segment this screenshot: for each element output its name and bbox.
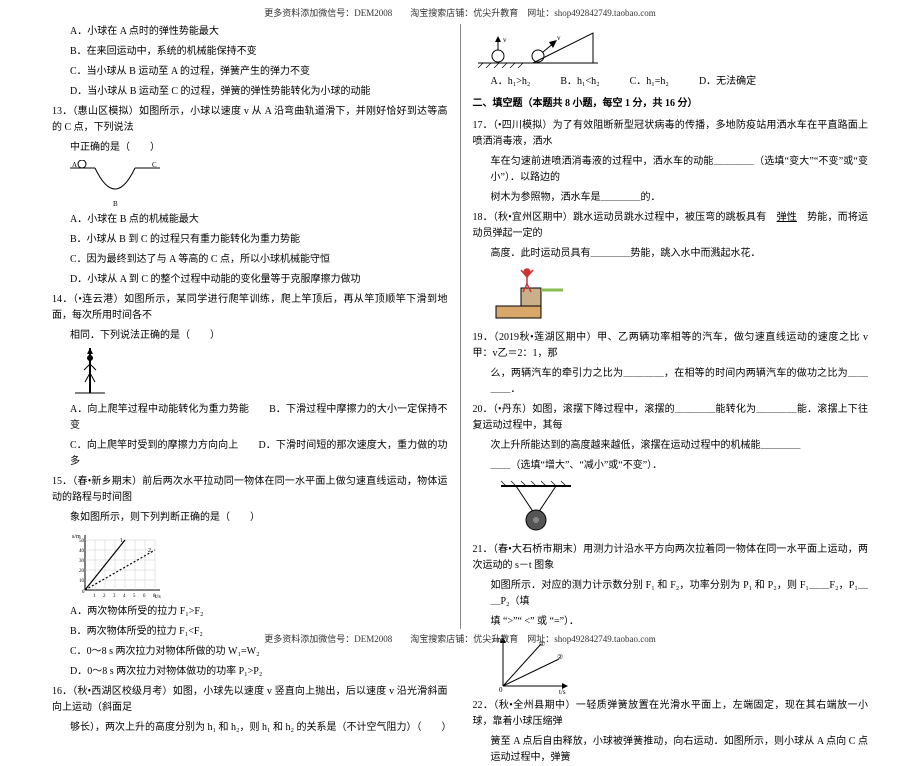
q20-line3: ＿＿（选填“增大”、“减小”或“不变”）．: [473, 458, 869, 474]
q20-line2: 次上升所能达到的高度越来越低，滚摆在运动过程中的机械能＿＿＿＿: [473, 438, 869, 454]
q16-stem: 16．（秋•西湖区校级月考）如图，小球先以速度 v 竖直向上抛出，后以速度 v …: [52, 684, 448, 716]
svg-text:0: 0: [82, 590, 85, 595]
q13-option-c: C．因为最终到达了与 A 等高的 C 点，所以小球机械能守恒: [52, 252, 448, 268]
svg-text:30: 30: [79, 559, 85, 564]
q20-figure: [491, 478, 869, 538]
q19-line1: 19．（2019秋•莲湖区期中）甲、乙两辆功率相等的汽车，做匀速直线运动的速度之…: [473, 330, 869, 362]
q15-option-c: C．0～8 s 两次拉力对物体所做的功 W₁=W₂: [52, 644, 448, 660]
q15-option-a: A．两次物体所受的拉力 F₁>F₂: [52, 604, 448, 620]
q15-figure: s/m t/s 1 2 0 123 456: [70, 530, 448, 600]
q13-stem: 13．（惠山区模拟）如图所示，小球以速度 v 从 A 沿弯曲轨道滑下，并刚好恰好…: [52, 104, 448, 136]
svg-text:2: 2: [148, 548, 151, 554]
q15-stem: 15．（春•新乡期末）前后两次水平拉动同一物体在同一水平面上做匀速直线运动，物体…: [52, 474, 448, 506]
q16-opt-b: B．h₁<h₂: [560, 74, 599, 90]
q12-option-b: B．在来回运动中，系统的机械能保持不变: [52, 44, 448, 60]
svg-text:v: v: [503, 36, 507, 44]
svg-text:②: ②: [557, 653, 563, 661]
svg-text:20: 20: [79, 569, 85, 574]
page-footer: 更多资料添加微信号：DEM2008 淘宝搜索店铺：优尖升教育 网址：shop49…: [0, 632, 920, 645]
svg-text:40: 40: [79, 549, 85, 554]
svg-text:B: B: [113, 200, 118, 208]
q16-options: A．h₁>h₂ B．h₁<h₂ C．h₁=h₂ D．无法确定: [473, 74, 869, 90]
q16-figure: v v: [473, 28, 869, 70]
q22-line2: 簧至 A 点后自由释放，小球被弹簧推动，向右运动．如图所示，则小球从 A 点向 …: [473, 734, 869, 766]
q16-tail: 够长），两次上升的高度分别为 h₁ 和 h₂，则 h₁ 和 h₂ 的关系是（不计…: [52, 720, 448, 736]
svg-text:0: 0: [499, 686, 503, 694]
q15-tail: 象如图所示，则下列判断正确的是（ ）: [52, 510, 448, 526]
q16-opt-d: D．无法确定: [699, 74, 756, 90]
q18-answer-elastic: 弹性: [777, 212, 797, 223]
svg-text:C: C: [152, 161, 157, 169]
q18-line2: 高度．此时运动员具有＿＿＿＿势能，跳入水中而溅起水花．: [473, 246, 869, 262]
q22-line1: 22．（秋•全州县期中）一轻质弹簧放置在光滑水平面上，左端固定，现在其右端放一小…: [473, 698, 869, 730]
q14-options-ab: A．向上爬竿过程中动能转化为重力势能 B．下滑过程中摩擦力的大小一定保持不变: [52, 402, 448, 434]
svg-text:A: A: [72, 161, 77, 169]
q17-line1: 17．（•四川模拟）为了有效阻断新型冠状病毒的传播，多地防疫站用洒水车在平直路面…: [473, 118, 869, 150]
q21-line3: 填 “>”“ <” 或 “=”）．: [473, 614, 869, 630]
q14-tail: 相同．下列说法正确的是（ ）: [52, 328, 448, 344]
svg-text:3: 3: [113, 594, 116, 599]
q13-option-d: D．小球从 A 到 C 的整个过程中动能的变化量等于克服摩擦力做功: [52, 272, 448, 288]
svg-text:1: 1: [120, 538, 123, 544]
svg-text:t/s: t/s: [155, 594, 161, 600]
q18-figure: [491, 266, 869, 326]
svg-text:50: 50: [79, 539, 85, 544]
q12-option-c: C．当小球从 B 运动至 A 的过程，弹簧产生的弹力不变: [52, 64, 448, 80]
q21-line2: 如图所示．对应的测力计示数分别 F₁ 和 F₂，功率分别为 P₁ 和 P₂，则 …: [473, 578, 869, 610]
q17-line3: 树木为参照物，洒水车是＿＿＿＿的．: [473, 190, 869, 206]
q13-option-a: A．小球在 B 点的机械能最大: [52, 212, 448, 228]
q14-options-cd: C．向上爬竿时受到的摩擦力方向向上 D．下滑时间短的那次速度大，重力做的功多: [52, 438, 448, 470]
q13-option-b: B．小球从 B 到 C 的过程只有重力能转化为重力势能: [52, 232, 448, 248]
q18-line1: 18．（秋•宜州区期中）跳水运动员跳水过程中，被压弯的跳板具有 弹性 势能，而将…: [473, 210, 869, 242]
q17-line2: 车在匀速前进喷洒消毒液的过程中，洒水车的动能＿＿＿＿（选填“变大”“不变”或“变…: [473, 154, 869, 186]
q13-figure: A B C: [70, 160, 448, 208]
q21-line1: 21．（春•大石桥市期末）用测力计沿水平方向两次拉着同一物体在同一水平面上运动，…: [473, 542, 869, 574]
q15-option-d: D．0～8 s 两次拉力对物体做功的功率 P₁>P₂: [52, 664, 448, 680]
svg-text:t/s: t/s: [559, 688, 566, 694]
q12-option-d: D．当小球从 B 运动至 C 的过程，弹簧的弹性势能转化为小球的动能: [52, 84, 448, 100]
page-header: 更多资料添加微信号：DEM2008 淘宝搜索店铺：优尖升教育 网址：shop49…: [0, 6, 920, 19]
q14-figure: [70, 348, 448, 398]
svg-text:5: 5: [133, 594, 136, 599]
svg-text:6: 6: [143, 594, 146, 599]
q16-opt-c: C．h₁=h₂: [630, 74, 669, 90]
right-column: v v A．h₁>h₂ B．h₁<h₂ C．h₁=h₂ D．无法确定 二、填空题…: [461, 24, 881, 629]
svg-text:1: 1: [93, 594, 96, 599]
svg-text:10: 10: [79, 579, 85, 584]
q20-line1: 20．（•丹东）如图，滚摆下降过程中，滚摆的＿＿＿＿能转化为＿＿＿＿能．滚摆上下…: [473, 402, 869, 434]
q16-opt-a: A．h₁>h₂: [491, 74, 531, 90]
section-2-title: 二、填空题（本题共 8 小题，每空 1 分，共 16 分）: [473, 96, 869, 112]
svg-text:2: 2: [103, 594, 106, 599]
content-columns: A．小球在 A 点时的弹性势能最大 B．在来回运动中，系统的机械能保持不变 C．…: [40, 24, 880, 629]
q19-line2: 么，两辆汽车的牵引力之比为＿＿＿＿，在相等的时间内两辆汽车的做功之比为＿＿＿＿．: [473, 366, 869, 398]
q13-tail: 中正确的是（ ）: [52, 140, 448, 156]
q12-option-a: A．小球在 A 点时的弹性势能最大: [52, 24, 448, 40]
left-column: A．小球在 A 点时的弹性势能最大 B．在来回运动中，系统的机械能保持不变 C．…: [40, 24, 460, 629]
svg-text:v: v: [557, 34, 561, 42]
svg-text:4: 4: [123, 594, 126, 599]
q14-stem: 14．（•连云港）如图所示，某同学进行爬竿训练，爬上竿顶后，再从竿顶顺竿下滑到地…: [52, 292, 448, 324]
